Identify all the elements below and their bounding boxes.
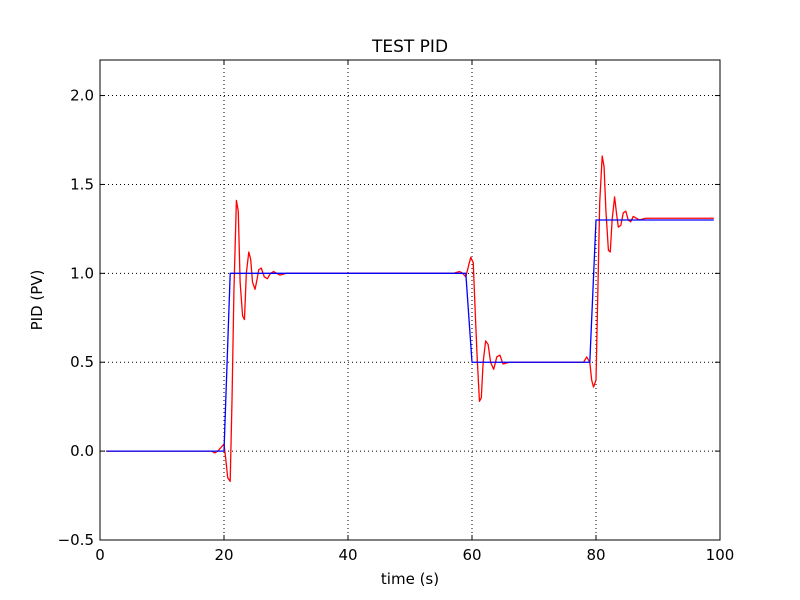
x-tick-label: 60: [462, 546, 481, 564]
y-axis-label: PID (PV): [28, 270, 46, 331]
x-tick-label: 40: [338, 546, 357, 564]
y-tick-label: 1.5: [70, 175, 94, 193]
x-tick-label: 100: [706, 546, 735, 564]
plot-frame: [99, 59, 721, 541]
chart-title: TEST PID: [371, 37, 448, 57]
y-tick-label: 0.5: [70, 353, 94, 371]
series-layer: [106, 155, 714, 482]
x-axis-label: time (s): [381, 570, 439, 588]
x-tick-label: 80: [586, 546, 605, 564]
y-tick-label: 1.0: [70, 264, 94, 282]
x-tick-label: 0: [95, 546, 105, 564]
series-line-blue: [106, 219, 714, 452]
y-tick-label: 0.0: [70, 442, 94, 460]
ticks: 0 20 40 60 80 100 −0.5 0.0 0.5 1.0 1.5 2.0: [58, 60, 735, 564]
y-tick-label: 2.0: [70, 87, 94, 105]
grid: [100, 60, 720, 540]
series-line-red: [106, 155, 714, 482]
x-tick-label: 20: [214, 546, 233, 564]
y-tick-label: −0.5: [58, 531, 94, 549]
